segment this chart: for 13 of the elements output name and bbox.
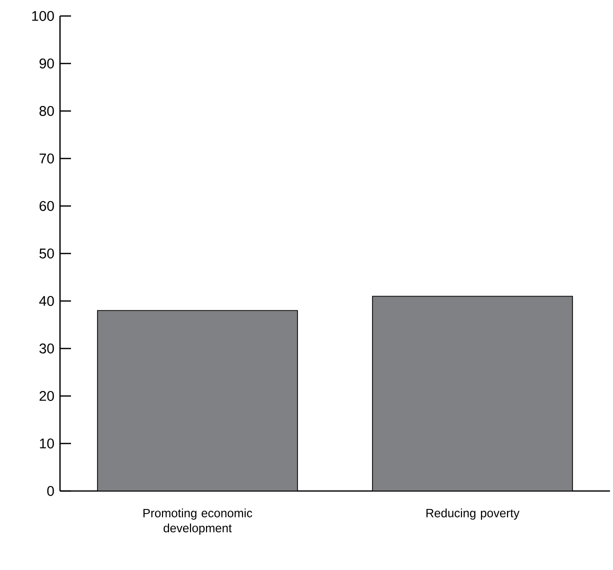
y-tick-label: 30: [39, 344, 54, 354]
y-tick-label: 60: [40, 201, 54, 211]
y-tick-label: 0: [47, 486, 54, 496]
y-tick-label: 70: [40, 154, 54, 164]
y-tick-label: 80: [40, 106, 54, 116]
x-tick-label: Reducing poverty: [426, 508, 520, 520]
y-tick-label: 40: [39, 296, 54, 306]
y-tick-label: 50: [39, 248, 54, 258]
y-tick-label: 10: [40, 438, 54, 448]
y-tick-label: 90: [40, 58, 54, 68]
y-tick-label: 20: [40, 391, 54, 401]
y-tick-label: 100: [32, 11, 54, 21]
x-tick-label: Promoting economic development: [143, 508, 252, 535]
